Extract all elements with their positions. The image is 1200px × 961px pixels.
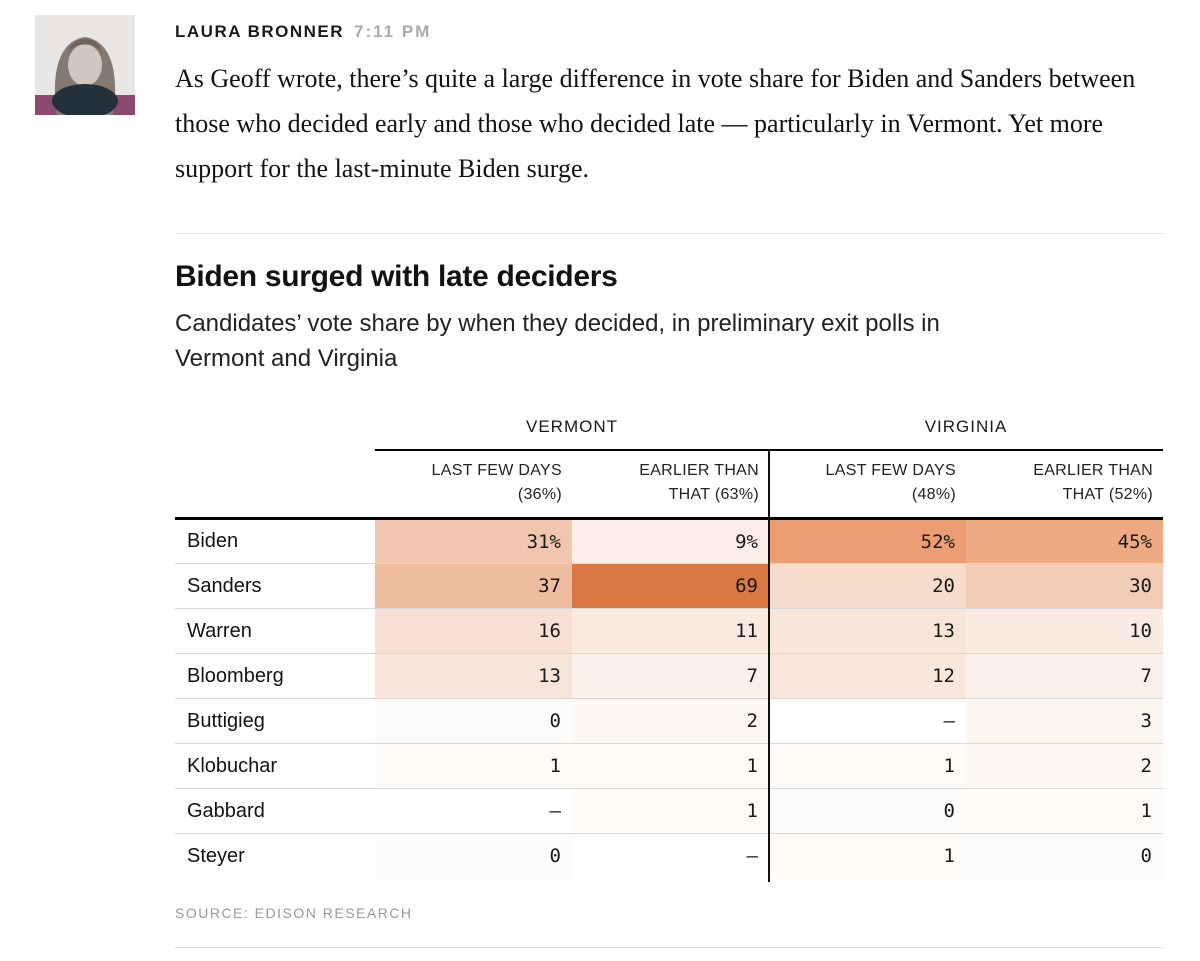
- candidate-name: Buttigieg: [175, 698, 375, 744]
- vote-share-cell: 2: [966, 743, 1163, 789]
- table-body: Biden 31% 9% 52% 45% Sanders 37 69 20 30 Warren 16 1…: [175, 518, 1163, 879]
- candidate-name: Warren: [175, 608, 375, 654]
- empty-corner-cell: [175, 416, 375, 450]
- column-header-line: EARLIER THAN: [639, 462, 759, 479]
- vote-share-cell: 0: [375, 833, 572, 879]
- vote-share-cell: 0: [375, 698, 572, 744]
- vote-share-cell: 1: [769, 833, 966, 879]
- empty-header-cell: [175, 450, 375, 519]
- vote-share-cell: 1: [572, 788, 769, 834]
- vote-share-cell: 7: [966, 653, 1163, 699]
- chart-subtitle-line1: Candidates’ vote share by when they deci…: [175, 310, 940, 337]
- vote-share-cell: 1: [769, 743, 966, 789]
- vote-share-cell: 1: [375, 743, 572, 789]
- exit-poll-table: VERMONT VIRGINIA LAST FEW DAYS (36%) EAR…: [175, 416, 1163, 879]
- vote-share-cell: 11: [572, 608, 769, 654]
- table-row: Gabbard —1 0 1: [175, 788, 1163, 834]
- vote-share-cell: 3: [966, 698, 1163, 744]
- vote-share-cell: —: [572, 833, 769, 879]
- chart-subtitle: Candidates’ vote share by when they deci…: [175, 306, 1163, 376]
- vote-share-cell: 0: [966, 833, 1163, 879]
- vote-share-cell: 2: [572, 698, 769, 744]
- vote-share-cell: 9%: [572, 518, 769, 564]
- column-header-row: LAST FEW DAYS (36%) EARLIER THAN THAT (6…: [175, 450, 1163, 519]
- vote-share-cell: 16: [375, 608, 572, 654]
- post-content: LAURA BRONNER 7:11 PM As Geoff wrote, the…: [175, 0, 1163, 948]
- post-body-text: As Geoff wrote, there’s quite a large di…: [175, 64, 1136, 183]
- vote-share-cell: 37: [375, 563, 572, 609]
- vote-share-cell: —: [375, 788, 572, 834]
- candidate-name: Sanders: [175, 563, 375, 609]
- vote-share-cell: 13: [769, 608, 966, 654]
- column-header-va-early: EARLIER THAN THAT (52%): [966, 450, 1163, 519]
- table-row: Sanders 37 69 20 30: [175, 563, 1163, 609]
- vote-share-cell: 52%: [769, 518, 966, 564]
- bottom-divider: [175, 946, 1163, 948]
- table-row: Klobuchar 1 1 1 2: [175, 743, 1163, 789]
- post-timestamp: 7:11 PM: [354, 22, 432, 41]
- table-row: Bloomberg 13 7 12 7: [175, 653, 1163, 699]
- vote-share-cell: 0: [769, 788, 966, 834]
- vote-share-cell: 13: [375, 653, 572, 699]
- column-header-line: LAST FEW DAYS: [431, 462, 562, 479]
- candidate-name: Klobuchar: [175, 743, 375, 789]
- vote-share-cell: 10: [966, 608, 1163, 654]
- vote-share-cell: 45%: [966, 518, 1163, 564]
- column-header-vt-early: EARLIER THAN THAT (63%): [572, 450, 769, 519]
- table-row: Biden 31% 9% 52% 45%: [175, 518, 1163, 564]
- candidate-name: Gabbard: [175, 788, 375, 834]
- source-credit: SOURCE: EDISON RESEARCH: [175, 904, 413, 921]
- column-header-line: THAT (63%): [668, 486, 759, 503]
- candidate-name: Biden: [187, 530, 239, 552]
- vote-share-cell: 7: [572, 653, 769, 699]
- vote-share-cell: 20: [769, 563, 966, 609]
- chart-subtitle-line2: Vermont and Virginia: [175, 345, 398, 372]
- author-portrait-illustration: [35, 15, 135, 118]
- column-header-line: LAST FEW DAYS: [825, 462, 956, 479]
- state-group-row: VERMONT VIRGINIA: [175, 416, 1163, 451]
- column-header-line: (36%): [517, 486, 562, 503]
- vote-share-cell: 69: [572, 563, 769, 609]
- column-header-va-late: LAST FEW DAYS (48%): [769, 450, 966, 519]
- author-avatar: [35, 15, 135, 118]
- vote-share-cell: 12: [769, 653, 966, 699]
- byline: LAURA BRONNER 7:11 PM: [175, 22, 1163, 42]
- vote-share-cell: 30: [966, 563, 1163, 609]
- top-divider: [175, 233, 1163, 234]
- chart-title: Biden surged with late deciders: [175, 260, 618, 293]
- state-group-divider: [768, 449, 770, 882]
- state-group-vermont: VERMONT: [375, 416, 769, 451]
- table-row: Buttigieg 0 2—3: [175, 698, 1163, 744]
- column-header-line: EARLIER THAN: [1033, 462, 1153, 479]
- column-header-line: (48%): [911, 486, 956, 503]
- column-header-line: THAT (52%): [1062, 486, 1153, 503]
- column-header-vt-late: LAST FEW DAYS (36%): [375, 450, 572, 519]
- vote-share-cell: 1: [966, 788, 1163, 834]
- table-row: Warren 16 11 13 10: [175, 608, 1163, 654]
- vote-share-cell: 31%: [375, 518, 572, 564]
- candidate-name: Bloomberg: [175, 653, 375, 699]
- state-group-virginia: VIRGINIA: [769, 416, 1163, 451]
- author-name: LAURA BRONNER: [175, 22, 345, 41]
- table-row: Steyer 0—1 0: [175, 833, 1163, 879]
- exit-poll-table-wrap: VERMONT VIRGINIA LAST FEW DAYS (36%) EAR…: [175, 416, 1163, 882]
- vote-share-cell: 1: [572, 743, 769, 789]
- vote-share-cell: —: [769, 698, 966, 744]
- candidate-name: Steyer: [175, 833, 375, 879]
